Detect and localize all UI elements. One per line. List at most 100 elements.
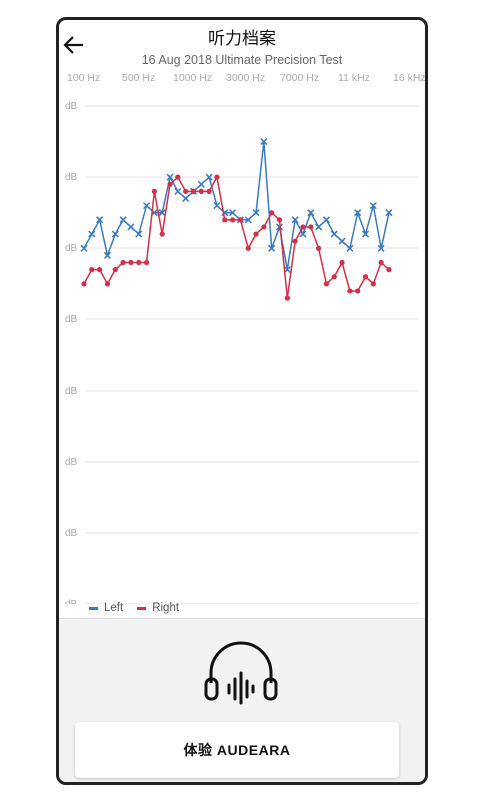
data-point-right [81, 281, 87, 287]
data-point-left [322, 216, 330, 224]
data-point-right [214, 174, 220, 180]
data-point-right [112, 267, 118, 273]
data-point-left [252, 209, 260, 217]
data-point-left [80, 244, 88, 252]
data-point-left [268, 244, 276, 252]
data-point-left [307, 209, 315, 217]
data-point-right [97, 267, 103, 273]
frequency-label: 11 kHz [338, 72, 370, 84]
data-point-left [361, 230, 370, 238]
data-point-right [167, 181, 173, 187]
data-point-right [300, 224, 306, 230]
data-point-left [354, 209, 362, 217]
data-point-right [261, 224, 267, 230]
legend-right-swatch [137, 606, 147, 610]
data-point-right [331, 274, 337, 280]
data-point-right [206, 188, 212, 194]
legend-right: Right [137, 602, 179, 614]
data-point-right [292, 238, 298, 244]
y-axis-label: dB [65, 457, 78, 468]
series-line-right [83, 174, 390, 299]
data-point-left [158, 209, 166, 217]
frequency-label: 3000 Hz [226, 72, 266, 84]
data-point-right [284, 295, 290, 301]
data-point-right [229, 217, 236, 223]
data-point-left [119, 216, 127, 224]
data-point-left [166, 173, 174, 181]
data-point-left [315, 223, 323, 231]
data-point-left [369, 202, 377, 210]
data-point-right [159, 231, 165, 237]
data-point-right [323, 281, 330, 287]
data-point-left [96, 216, 104, 224]
data-point-right [378, 259, 384, 266]
data-point-right [151, 188, 157, 194]
bottom-panel: 体验 AUDEARA [59, 618, 425, 782]
data-point-right [89, 267, 95, 273]
data-point-right [128, 259, 134, 266]
data-point-right [237, 217, 243, 223]
y-axis-label: dB [65, 314, 78, 325]
y-axis-label: dB [65, 599, 78, 604]
frequency-label: 16 kHz [393, 72, 426, 84]
try-audeara-button[interactable]: 体验 AUDEARA [75, 722, 399, 778]
data-point-left [260, 138, 268, 146]
data-point-right [143, 259, 150, 266]
frequency-label: 100 Hz [67, 72, 101, 84]
data-point-right [222, 217, 228, 223]
data-point-left [330, 230, 338, 238]
data-point-left [143, 202, 151, 210]
headphones-icon [204, 641, 278, 705]
arrow-left-icon[interactable] [63, 34, 85, 56]
data-point-left [229, 209, 237, 217]
data-point-right [136, 259, 142, 266]
data-point-left [338, 237, 346, 245]
data-point-right [370, 281, 376, 287]
data-point-right [120, 259, 126, 266]
data-point-right [362, 274, 369, 280]
data-point-right [175, 174, 181, 180]
page-title: 听力档案 [208, 29, 276, 48]
data-point-left [88, 230, 96, 238]
data-point-right [308, 224, 314, 230]
y-axis-label: dB [65, 101, 78, 112]
data-point-right [183, 188, 189, 194]
header: 听力档案 16 Aug 2018 Ultimate Precision Test [59, 20, 425, 68]
data-point-left [385, 209, 393, 217]
frequency-label: 7000 Hz [280, 72, 320, 84]
y-axis-label: dB [65, 528, 78, 539]
data-point-left [377, 244, 385, 252]
y-axis-label: dB [65, 386, 78, 397]
data-point-left [213, 202, 221, 210]
data-point-right [355, 288, 361, 294]
legend: Left Right [89, 602, 179, 614]
data-point-right [276, 217, 283, 223]
legend-right-label: Right [152, 602, 180, 614]
data-point-right [253, 231, 259, 237]
data-point-left [244, 216, 252, 224]
frequency-label: 500 Hz [122, 72, 156, 84]
data-point-left [174, 187, 182, 195]
data-point-right [245, 245, 251, 251]
legend-left-swatch [89, 606, 98, 610]
data-point-left [182, 194, 190, 203]
audiogram-chart: dB dB dB dB dB dB dB dB [65, 101, 419, 604]
data-point-right [198, 188, 204, 194]
data-point-left [127, 223, 135, 231]
series-line-left [83, 141, 390, 270]
test-subtitle: 16 Aug 2018 Ultimate Precision Test [141, 53, 343, 67]
data-point-right [339, 259, 345, 266]
data-point-left [111, 230, 119, 238]
data-point-right [347, 288, 353, 294]
data-point-left [205, 173, 213, 181]
phone-frame: 听力档案 16 Aug 2018 Ultimate Precision Test… [56, 17, 428, 785]
data-point-left [135, 230, 143, 238]
legend-left-label: Left [104, 602, 124, 614]
frequency-label: 1000 Hz [173, 72, 213, 84]
data-point-right [104, 281, 111, 287]
data-point-right [386, 267, 392, 273]
data-point-left [197, 180, 205, 188]
legend-left: Left [89, 602, 123, 614]
data-point-right [190, 188, 197, 194]
data-point-left [291, 216, 299, 224]
